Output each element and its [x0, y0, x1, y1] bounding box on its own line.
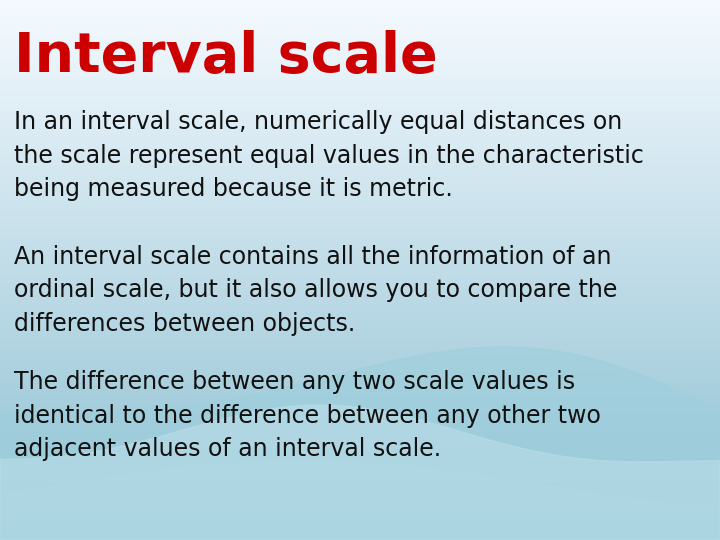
Text: Interval scale: Interval scale — [14, 30, 438, 84]
Text: The difference between any two scale values is
identical to the difference betwe: The difference between any two scale val… — [14, 370, 601, 461]
Text: In an interval scale, numerically equal distances on
the scale represent equal v: In an interval scale, numerically equal … — [14, 110, 644, 201]
Text: An interval scale contains all the information of an
ordinal scale, but it also : An interval scale contains all the infor… — [14, 245, 617, 336]
